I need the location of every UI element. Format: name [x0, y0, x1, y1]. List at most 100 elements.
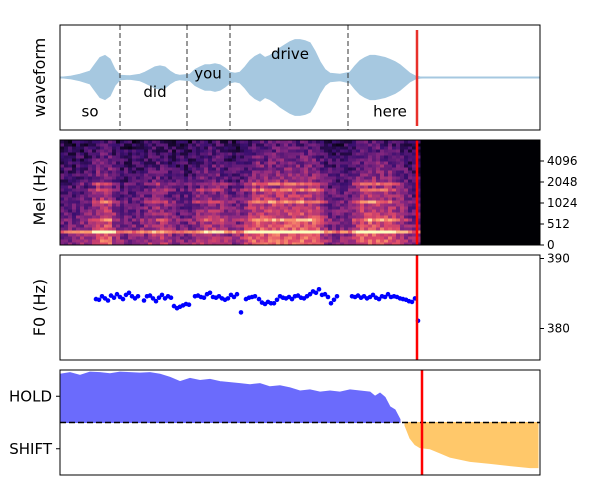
mel-cell	[376, 158, 381, 162]
mel-cell	[316, 140, 321, 144]
mel-cell	[320, 143, 325, 147]
mel-cell	[104, 182, 109, 186]
mel-cell	[72, 215, 77, 219]
mel-cell	[152, 188, 157, 192]
mel-cell	[124, 185, 129, 189]
mel-cell	[96, 206, 101, 210]
mel-cell	[156, 176, 161, 180]
mel-cell	[368, 230, 373, 234]
mel-cell	[340, 200, 345, 204]
mel-cell	[384, 233, 389, 237]
mel-cell	[236, 218, 241, 222]
mel-cell	[132, 176, 137, 180]
mel-cell	[320, 182, 325, 186]
mel-cell	[224, 197, 229, 201]
mel-cell	[64, 161, 69, 165]
mel-cell	[240, 191, 245, 195]
mel-cell	[188, 221, 193, 225]
f0-point	[231, 294, 237, 300]
mel-cell	[376, 227, 381, 231]
mel-cell	[84, 236, 89, 240]
mel-cell	[132, 182, 137, 186]
mel-cell	[164, 242, 169, 245]
mel-cell	[148, 149, 153, 153]
mel-cell	[216, 140, 221, 144]
mel-cell	[412, 236, 417, 240]
mel-cell	[220, 155, 225, 159]
mel-cell	[108, 161, 113, 165]
mel-cell	[344, 167, 349, 171]
mel-cell	[324, 200, 329, 204]
mel-cell	[368, 197, 373, 201]
mel-cell	[200, 197, 205, 201]
mel-cell	[268, 185, 273, 189]
mel-cell	[376, 167, 381, 171]
mel-cell	[352, 212, 357, 216]
mel-cell	[392, 197, 397, 201]
mel-cell	[248, 239, 253, 243]
mel-cell	[360, 170, 365, 174]
mel-cell	[348, 242, 353, 245]
mel-cell	[120, 203, 125, 207]
mel-cell	[288, 206, 293, 210]
mel-cell	[140, 224, 145, 228]
mel-cell	[168, 170, 173, 174]
mel-cell	[384, 209, 389, 213]
mel-cell	[196, 242, 201, 245]
mel-cell	[204, 194, 209, 198]
mel-cell	[400, 194, 405, 198]
mel-cell	[236, 158, 241, 162]
mel-cell	[192, 143, 197, 147]
mel-cell	[248, 191, 253, 195]
mel-cell	[224, 146, 229, 150]
mel-cell	[352, 155, 357, 159]
mel-cell	[140, 218, 145, 222]
mel-cell	[208, 155, 213, 159]
mel-cell	[208, 170, 213, 174]
mel-cell	[72, 182, 77, 186]
mel-cell	[268, 197, 273, 201]
mel-cell	[380, 143, 385, 147]
mel-cell	[332, 209, 337, 213]
mel-cell	[328, 242, 333, 245]
mel-cell	[276, 239, 281, 243]
mel-cell	[404, 149, 409, 153]
f0-point	[156, 295, 162, 301]
mel-cell	[200, 209, 205, 213]
mel-cell	[296, 197, 301, 201]
mel-cell	[84, 230, 89, 234]
mel-cell	[196, 203, 201, 207]
mel-cell	[272, 176, 277, 180]
mel-cell	[160, 188, 165, 192]
mel-cell	[188, 206, 193, 210]
mel-cell	[348, 173, 353, 177]
mel-cell	[276, 140, 281, 144]
mel-cell	[188, 239, 193, 243]
word-label: so	[82, 103, 99, 121]
mel-cell	[384, 188, 389, 192]
mel-cell	[336, 227, 341, 231]
mel-cell	[312, 239, 317, 243]
mel-cell	[352, 164, 357, 168]
mel-cell	[392, 215, 397, 219]
mel-cell	[208, 158, 213, 162]
mel-cell	[340, 161, 345, 165]
mel-cell	[312, 179, 317, 183]
mel-cell	[104, 215, 109, 219]
mel-cell	[316, 230, 321, 234]
mel-cell	[412, 185, 417, 189]
mel-cell	[344, 173, 349, 177]
mel-cell	[180, 233, 185, 237]
mel-cell	[116, 188, 121, 192]
mel-cell	[108, 149, 113, 153]
mel-cell	[364, 149, 369, 153]
mel-cell	[64, 140, 69, 144]
mel-cell	[200, 212, 205, 216]
mel-cell	[284, 221, 289, 225]
mel-cell	[152, 161, 157, 165]
mel-cell	[100, 239, 105, 243]
mel-cell	[308, 149, 313, 153]
mel-cell	[224, 158, 229, 162]
mel-cell	[96, 149, 101, 153]
mel-cell	[360, 230, 365, 234]
